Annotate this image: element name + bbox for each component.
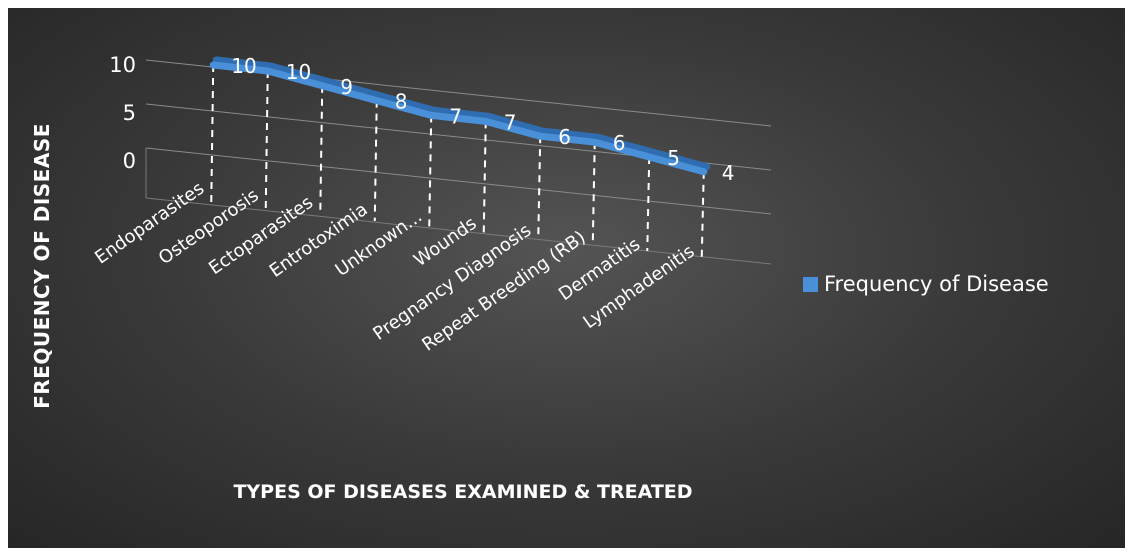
series-line-shadow [212,56,711,171]
data-label: 9 [340,75,353,99]
y-axis-title: FREQUENCY OF DISEASE [30,123,54,409]
drop-line [264,70,269,210]
legend-swatch [803,276,818,292]
series-line [209,61,708,176]
data-point [701,169,707,175]
drop-line [646,156,651,252]
data-label: 6 [558,125,571,149]
drop-line [319,85,324,216]
legend-label: Frequency of Disease [824,272,1049,296]
data-point [646,154,652,160]
data-point [319,83,325,89]
drop-line [482,121,487,234]
x-tick-label: Endoparasites [91,178,208,269]
data-point [210,62,216,68]
drop-line [428,115,433,228]
data-label: 7 [504,110,517,134]
data-label: 4 [722,161,735,185]
drop-line [537,136,542,240]
x-axis-title: TYPES OF DISEASES EXAMINED & TREATED [233,481,693,503]
drop-line [373,100,378,222]
data-point [374,98,380,104]
data-point [428,112,434,118]
y-tick-label: 10 [109,53,136,77]
drop-line [591,142,596,246]
data-label: 10 [231,54,256,78]
drop-line [210,64,215,204]
data-label: 8 [395,90,408,114]
data-point [483,118,489,124]
data-point [537,133,543,139]
data-point [592,139,598,145]
legend: Frequency of Disease [803,272,1049,296]
data-label: 5 [667,146,680,170]
drop-line [700,171,705,258]
data-point [265,68,271,74]
x-tick-label: Lymphadenitis [579,241,698,333]
floor-edge [145,197,772,265]
data-label: 6 [613,131,626,155]
gridline [145,147,772,215]
chart-area: 10 10 9 8 7 7 6 6 5 4 0 5 10 Endoparasites Osteoporo… [8,8,1125,548]
data-label: 10 [286,60,311,84]
y-tick-label: 5 [123,101,136,125]
y-tick-label: 0 [123,149,136,173]
data-label: 7 [449,104,462,128]
